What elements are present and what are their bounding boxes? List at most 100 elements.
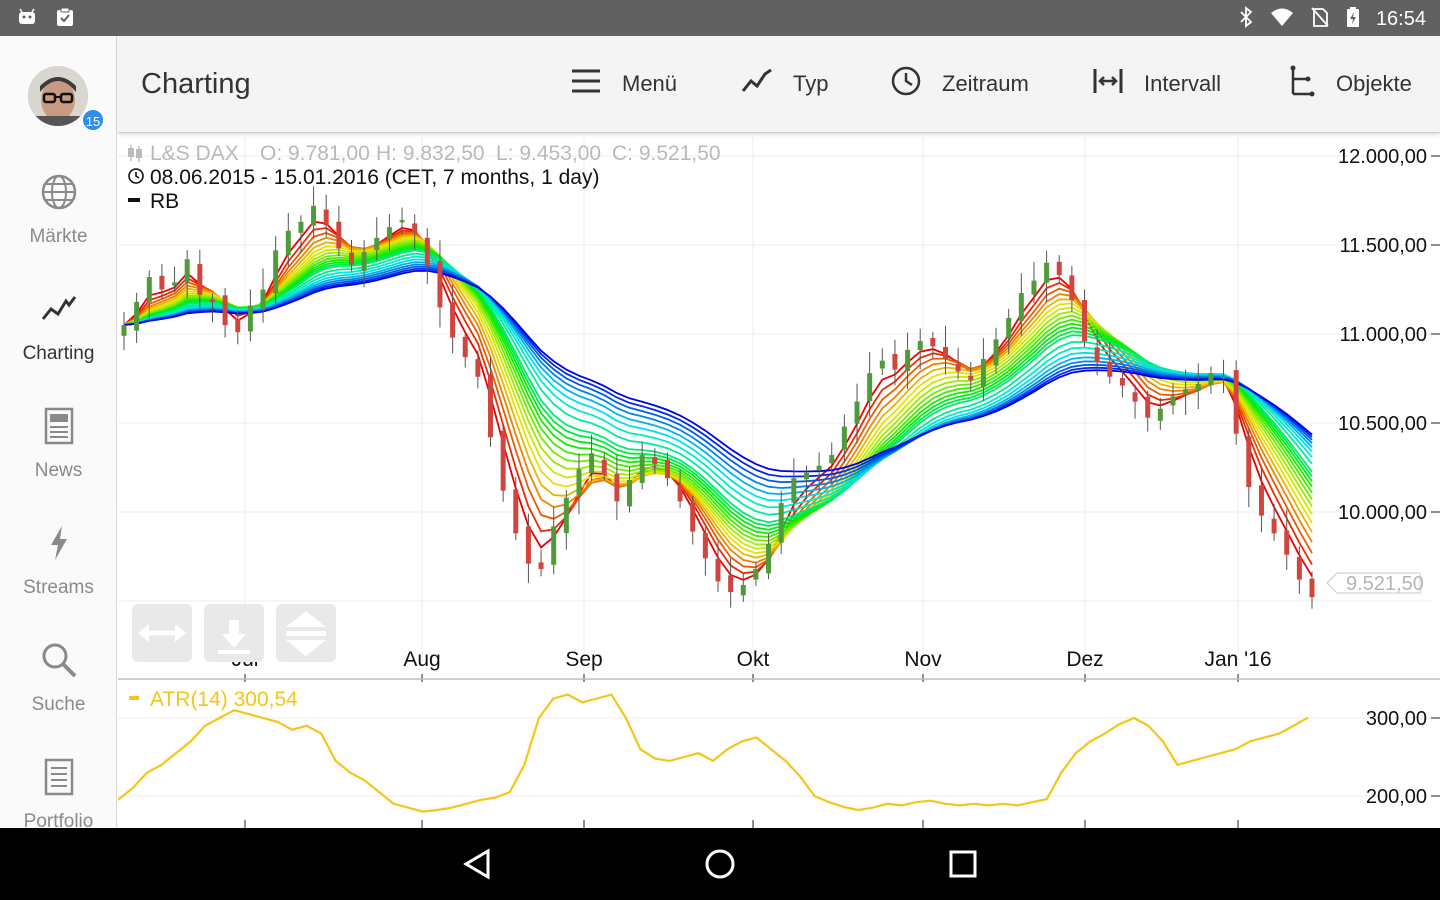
candle-body	[652, 457, 658, 464]
recents-button[interactable]	[947, 848, 979, 885]
candle-body	[1056, 261, 1062, 276]
chart-type-icon	[741, 67, 773, 101]
candle-body	[576, 469, 582, 495]
candle-body	[1132, 392, 1138, 402]
lightning-icon	[39, 523, 79, 563]
candle-body	[664, 459, 670, 479]
avatar[interactable]: 15	[28, 66, 105, 132]
candle-body	[690, 502, 696, 532]
candle-body	[424, 237, 430, 267]
wifi-icon	[1270, 7, 1294, 32]
sidebar-item-label: News	[34, 460, 83, 481]
candle-body	[513, 489, 519, 534]
timeframe-button[interactable]: Zeitraum	[890, 66, 1029, 102]
zoom-horizontal-button[interactable]	[132, 604, 192, 662]
candle-body	[980, 358, 986, 388]
candle-body	[892, 353, 898, 370]
newspaper-icon	[39, 406, 79, 446]
candle-body	[412, 223, 418, 233]
x-tick-label: Okt	[737, 648, 770, 671]
sidebar-item-suche[interactable]: Suche	[0, 640, 116, 750]
time-axis: JulAugSepOktNovDezJan '16	[232, 648, 1272, 828]
sidebar-item-charting[interactable]: Charting	[0, 289, 116, 399]
atr-tick-label: 300,00	[1366, 708, 1427, 730]
candle-body	[298, 221, 304, 233]
candle-body	[399, 220, 405, 223]
type-label: Typ	[793, 71, 829, 96]
candle-body	[1208, 373, 1214, 386]
sidebar-item-maerkte[interactable]: Märkte	[0, 172, 116, 282]
candle-body	[1082, 300, 1088, 342]
home-button[interactable]	[704, 848, 736, 885]
candle-body	[488, 374, 494, 438]
sidebar-item-news[interactable]: News	[0, 406, 116, 516]
candle-body	[1233, 370, 1239, 434]
candle-body	[525, 526, 531, 564]
menu-icon	[570, 67, 602, 101]
ma-ribbon-line	[123, 242, 1313, 539]
ohlc-low: L: 9.453,00	[496, 142, 601, 165]
candle-body	[589, 453, 595, 474]
candle-body	[1271, 518, 1277, 534]
candle-body	[614, 474, 620, 502]
scroll-down-button[interactable]	[204, 604, 264, 662]
ma-ribbon-line	[123, 249, 1313, 524]
candle-body	[134, 301, 140, 331]
candle-body	[1309, 578, 1315, 598]
chart-grid	[118, 134, 1432, 679]
zoom-vertical-button[interactable]	[276, 604, 336, 662]
ma-ribbon-line	[123, 246, 1313, 531]
top-toolbar: Charting Menü Typ Zeitraum Intervall Obj…	[118, 36, 1440, 133]
clipboard-check-icon	[54, 6, 76, 33]
candle-body	[791, 478, 797, 503]
candle-body	[1031, 280, 1037, 295]
objects-icon	[1288, 65, 1316, 103]
atr-legend-swatch	[129, 696, 139, 700]
timeframe-label: Zeitraum	[942, 71, 1029, 96]
candle-body	[1170, 396, 1176, 406]
type-button[interactable]: Typ	[741, 66, 828, 102]
status-time: 16:54	[1375, 8, 1426, 30]
line-chart-icon	[39, 289, 79, 329]
candle-body	[867, 373, 873, 401]
candle-body	[753, 568, 759, 580]
candle-body	[1296, 557, 1302, 580]
candle-body	[285, 230, 291, 256]
clock-icon	[890, 65, 922, 103]
candle-body	[348, 252, 354, 265]
candle-body	[601, 459, 607, 475]
sidebar-item-streams[interactable]: Streams	[0, 523, 116, 633]
candle-body	[905, 350, 911, 372]
candle-body	[450, 302, 456, 338]
sidebar-item-label: Streams	[23, 577, 94, 598]
chart-area[interactable]: 12.000,00 11.500,00 11.000,00 10.500,00 10.0…	[118, 134, 1440, 828]
chart-header: L&S DAX O: 9.781,00 H: 9.832,50 L: 9.453…	[128, 142, 721, 213]
menu-button[interactable]: Menü	[570, 66, 677, 102]
sidebar-item-portfolio[interactable]: Portfolio	[0, 757, 116, 828]
y-tick-label: 12.000,00	[1338, 146, 1427, 168]
page-title: Charting	[141, 68, 251, 100]
candle-body	[829, 455, 835, 464]
candle-body	[273, 250, 279, 294]
ma-ribbon-line	[123, 244, 1313, 535]
candle-body	[247, 305, 253, 332]
candle-body	[677, 485, 683, 502]
y-tick-label: 11.500,00	[1340, 235, 1428, 257]
candle-body	[260, 289, 266, 311]
ohlc-close: C: 9.521,50	[612, 142, 721, 165]
interval-button[interactable]: Intervall	[1092, 66, 1221, 102]
sidebar-item-label: Charting	[22, 343, 95, 364]
objects-button[interactable]: Objekte	[1288, 65, 1412, 103]
back-button[interactable]	[462, 848, 494, 885]
android-icon	[16, 6, 38, 33]
rainbow-ribbons	[123, 220, 1313, 581]
menu-label: Menü	[622, 71, 678, 96]
ma-ribbon-line	[123, 265, 1313, 484]
candle-body	[702, 532, 708, 559]
candle-body	[311, 205, 317, 226]
candle-body	[728, 575, 734, 593]
candle-body	[361, 252, 367, 272]
y-tick-label: 11.000,00	[1340, 324, 1428, 346]
globe-icon	[39, 172, 79, 212]
candle-body	[1195, 383, 1201, 391]
